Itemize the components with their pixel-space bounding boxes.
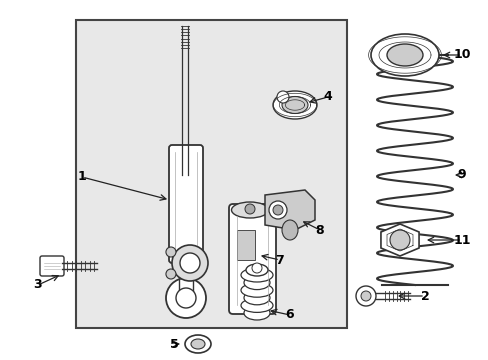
FancyBboxPatch shape	[228, 204, 275, 314]
Circle shape	[176, 288, 196, 308]
Circle shape	[165, 269, 176, 279]
Circle shape	[244, 204, 254, 214]
Polygon shape	[264, 190, 314, 230]
Text: 1: 1	[78, 171, 86, 184]
Text: 5: 5	[169, 338, 178, 351]
Ellipse shape	[244, 306, 269, 320]
Circle shape	[268, 201, 286, 219]
Circle shape	[251, 263, 262, 273]
Bar	[76, 20, 346, 328]
Ellipse shape	[241, 268, 272, 282]
Circle shape	[360, 291, 370, 301]
Text: 7: 7	[275, 253, 284, 266]
Text: 9: 9	[457, 168, 466, 181]
Text: 11: 11	[452, 234, 470, 247]
Ellipse shape	[370, 34, 438, 76]
Ellipse shape	[282, 96, 307, 113]
Circle shape	[165, 278, 205, 318]
Ellipse shape	[244, 291, 269, 305]
Circle shape	[165, 247, 176, 257]
Text: 2: 2	[420, 289, 428, 302]
FancyBboxPatch shape	[169, 145, 203, 263]
Circle shape	[180, 253, 200, 273]
Ellipse shape	[386, 44, 422, 66]
Ellipse shape	[184, 335, 210, 353]
FancyBboxPatch shape	[40, 256, 64, 276]
Ellipse shape	[191, 339, 204, 349]
Ellipse shape	[231, 202, 268, 218]
Circle shape	[355, 286, 375, 306]
Ellipse shape	[272, 91, 316, 119]
Ellipse shape	[245, 264, 267, 276]
Text: 6: 6	[285, 309, 294, 321]
Circle shape	[272, 205, 283, 215]
Bar	[237, 230, 254, 260]
Text: 4: 4	[323, 90, 332, 104]
Circle shape	[389, 230, 409, 250]
Ellipse shape	[244, 276, 269, 289]
Ellipse shape	[282, 220, 297, 240]
Text: 10: 10	[452, 49, 470, 62]
Ellipse shape	[241, 283, 272, 297]
Text: 8: 8	[315, 224, 324, 237]
Polygon shape	[380, 224, 418, 256]
Circle shape	[172, 245, 207, 281]
Text: 3: 3	[34, 279, 42, 292]
Ellipse shape	[241, 298, 272, 312]
Circle shape	[276, 91, 288, 103]
